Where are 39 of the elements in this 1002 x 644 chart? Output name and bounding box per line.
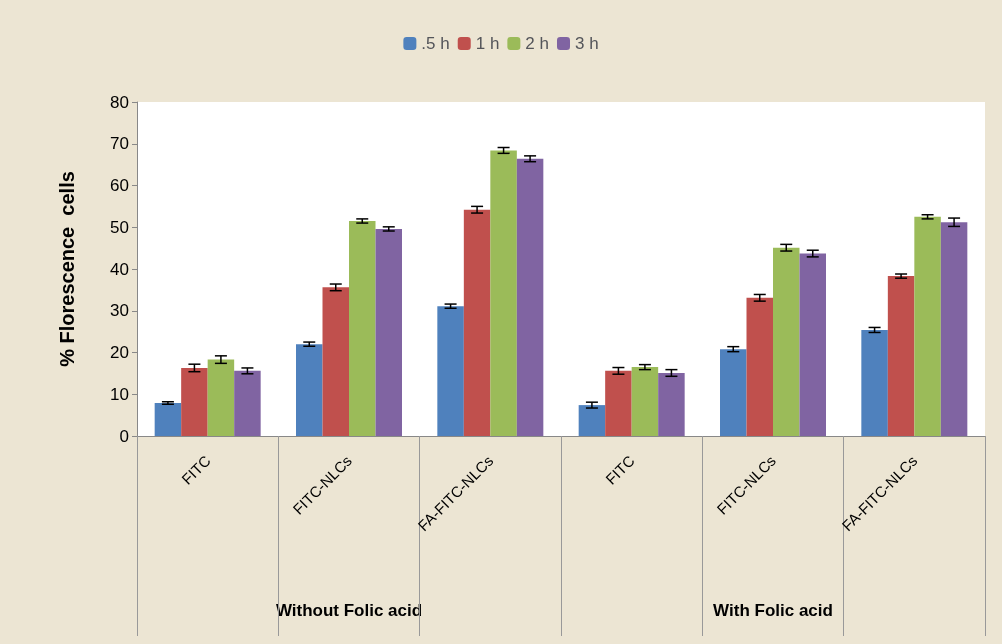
y-tick-label: 0 bbox=[119, 426, 129, 446]
legend-label: 3 h bbox=[574, 34, 599, 53]
y-tick-label: 10 bbox=[110, 384, 129, 404]
bar bbox=[887, 276, 915, 436]
bar bbox=[516, 158, 544, 436]
bar bbox=[234, 370, 261, 436]
bar bbox=[349, 220, 376, 436]
bar bbox=[861, 329, 888, 436]
bar bbox=[720, 349, 747, 436]
y-tick-label: 70 bbox=[110, 134, 129, 154]
bar bbox=[746, 297, 773, 436]
bar bbox=[181, 367, 208, 436]
bar bbox=[578, 405, 606, 436]
bar bbox=[631, 367, 659, 436]
y-tick-label: 80 bbox=[110, 92, 129, 112]
bar bbox=[799, 253, 826, 436]
y-tick-label: 40 bbox=[110, 259, 129, 279]
bar bbox=[296, 344, 323, 436]
bar bbox=[375, 228, 402, 436]
bar bbox=[940, 222, 968, 436]
bar bbox=[463, 209, 491, 436]
legend-label: .5 h bbox=[421, 34, 450, 53]
bar bbox=[658, 372, 685, 436]
text: With Folic acid bbox=[713, 600, 833, 620]
bar bbox=[605, 370, 632, 436]
bar bbox=[322, 287, 349, 436]
bar bbox=[207, 359, 235, 436]
bar bbox=[914, 216, 941, 436]
bar bbox=[437, 306, 464, 436]
bar bbox=[773, 247, 800, 436]
y-tick-label: 30 bbox=[110, 301, 129, 321]
y-axis-title: % Florescence cells bbox=[56, 171, 78, 367]
bar bbox=[154, 403, 182, 436]
y-tick-label: 50 bbox=[110, 217, 129, 237]
legend-label: 2 h bbox=[525, 34, 549, 53]
legend-label: 1 h bbox=[475, 34, 500, 53]
y-tick-label: 60 bbox=[110, 176, 129, 195]
y-tick-label: 20 bbox=[110, 343, 129, 362]
bar bbox=[490, 150, 517, 436]
